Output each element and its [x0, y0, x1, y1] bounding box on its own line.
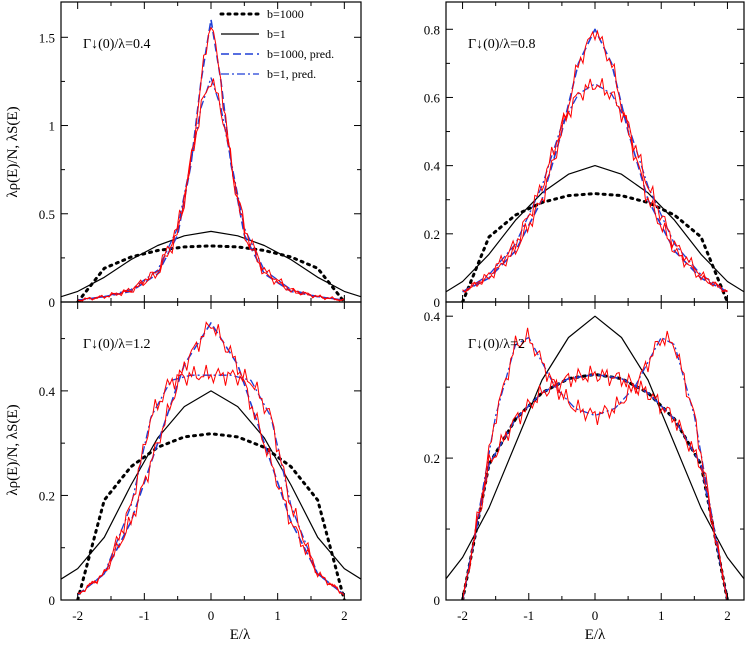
series-line-solid [61, 390, 361, 580]
series-line-dashed [461, 373, 729, 600]
y-tick-label: 0 [49, 295, 56, 310]
panel-label: Γ↓(0)/λ=0.4 [83, 37, 151, 52]
y-tick-label: 0.2 [39, 488, 55, 503]
x-axis-title-left: E/λ [230, 627, 251, 643]
legend-label: b=1 [267, 27, 286, 41]
legend-label: b=1000, pred. [267, 47, 334, 61]
series-line-dashdot [77, 77, 345, 301]
x-tick-label: 1 [658, 608, 665, 623]
x-axis-title-right: E/λ [585, 627, 606, 643]
panel-label: Γ↓(0)/λ=0.8 [468, 37, 536, 52]
plot-area [446, 28, 744, 302]
y-tick-label: 0.4 [39, 384, 56, 399]
series-line-dashed [77, 322, 345, 596]
series-line-solid [446, 165, 744, 293]
x-tick-label: -2 [457, 608, 468, 623]
panel-label: Γ↓(0)/λ=1.2 [83, 337, 151, 352]
series-line-dotted [76, 432, 346, 600]
x-tick-label: 0 [208, 608, 215, 623]
x-tick-label: -1 [523, 608, 534, 623]
plot-area [446, 315, 744, 600]
y-axis-title-top: λρ(E)/N, λS(E) [5, 106, 21, 197]
x-tick-label: -1 [139, 608, 150, 623]
series-line-dashdot [462, 83, 728, 293]
series-line-solid [446, 315, 744, 580]
panel-3: -2 -1 0 1 2 0 0.2 0.4 Γ↓(0)/λ=1.2 [39, 301, 362, 623]
x-tick-label: 1 [274, 608, 281, 623]
series-line-solid [61, 230, 361, 298]
y-tick-label: 0.4 [424, 159, 441, 174]
y-tick-label: 0 [49, 593, 56, 608]
panel-label: Γ↓(0)/λ=2 [468, 337, 525, 352]
y-tick-label: 1 [49, 119, 56, 134]
y-tick-label: 0 [434, 295, 441, 310]
series-line-dashed [77, 18, 345, 301]
histogram-line [462, 29, 728, 293]
legend-label: b=1000 [267, 7, 304, 21]
y-tick-label: 0.6 [424, 90, 441, 105]
series-line-dotted [76, 244, 346, 302]
legend: b=1000 b=1 b=1000, pred. b=1, pred. [219, 7, 334, 81]
y-tick-label: 0.2 [424, 451, 440, 466]
y-tick-label: 0.5 [39, 207, 55, 222]
histogram-line [77, 78, 345, 302]
panel-2: 0 0.2 0.4 0.6 0.8 Γ↓(0)/λ=0.8 [424, 1, 745, 310]
histogram-line [462, 78, 728, 294]
histogram-line [462, 327, 728, 600]
histogram-line [462, 365, 728, 600]
y-axis-title-bottom: λρ(E)/N, λS(E) [5, 404, 21, 495]
x-tick-label: 0 [592, 608, 599, 623]
plot-area [61, 321, 361, 600]
panel-4: -2 -1 0 1 2 0 0.2 0.4 Γ↓(0)/λ=2 [424, 301, 745, 623]
histogram-line [77, 364, 345, 597]
histogram-line [77, 321, 345, 596]
y-tick-label: 0.4 [424, 309, 441, 324]
series-line-dotted [461, 372, 729, 600]
plot-area [61, 18, 361, 302]
series-line-dashed [462, 28, 728, 293]
y-tick-label: 0.8 [424, 22, 440, 37]
x-tick-label: -2 [72, 608, 83, 623]
x-tick-label: 2 [724, 608, 731, 623]
series-line-dashdot [461, 336, 729, 600]
panel-1: 0 0.5 1 1.5 Γ↓(0)/λ=0.4 [39, 1, 362, 310]
series-line-dotted [461, 192, 729, 302]
x-tick-label: 2 [341, 608, 348, 623]
y-tick-label: 0 [434, 593, 441, 608]
legend-label: b=1, pred. [267, 67, 316, 81]
y-tick-label: 1.5 [39, 30, 55, 45]
y-tick-label: 0.2 [424, 227, 440, 242]
